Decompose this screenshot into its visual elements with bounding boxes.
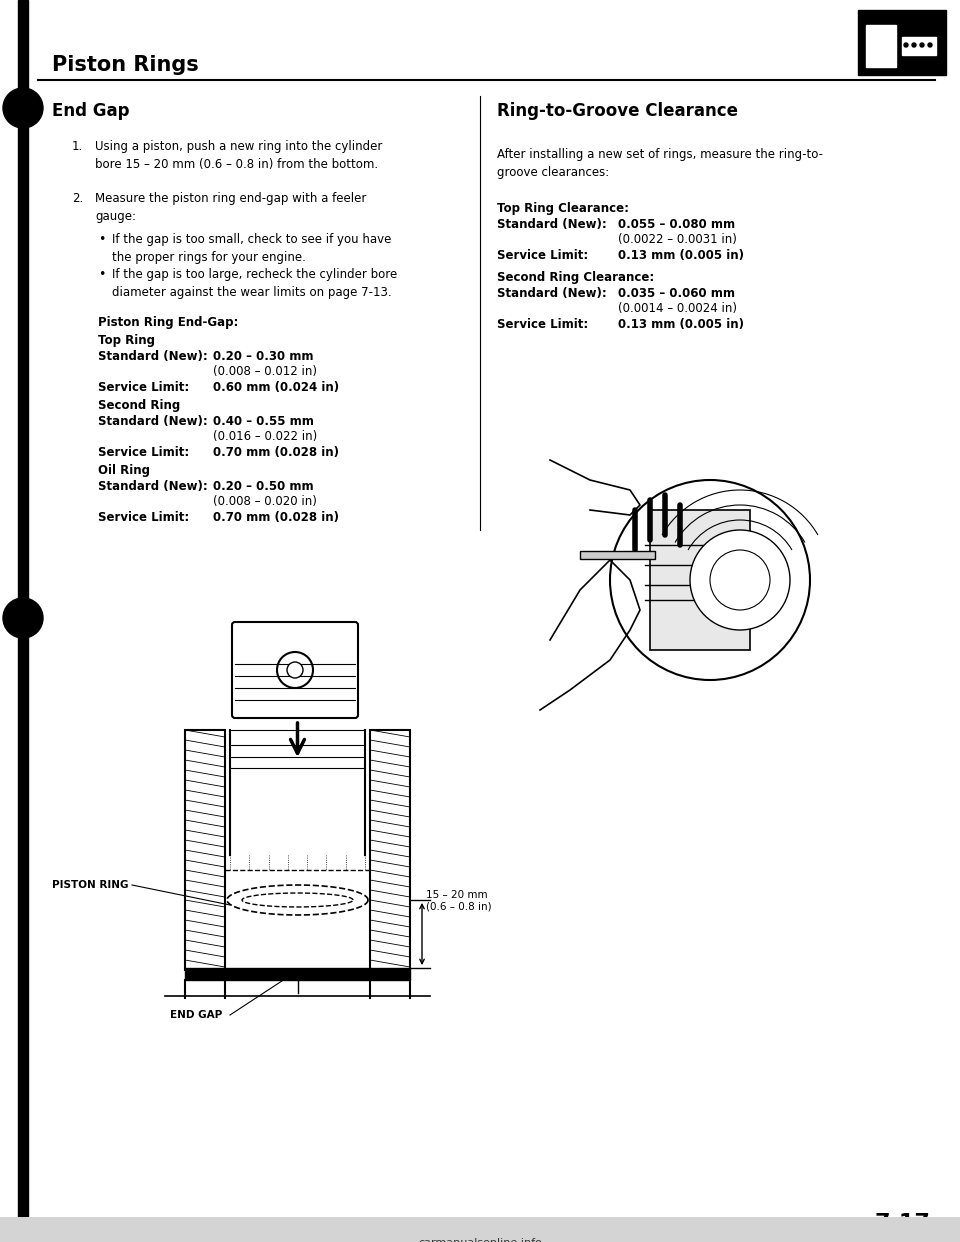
Circle shape bbox=[920, 43, 924, 47]
Circle shape bbox=[690, 530, 790, 630]
Text: 0.40 – 0.55 mm: 0.40 – 0.55 mm bbox=[213, 415, 314, 428]
Text: (0.016 – 0.022 in): (0.016 – 0.022 in) bbox=[213, 430, 317, 443]
Text: (0.0014 – 0.0024 in): (0.0014 – 0.0024 in) bbox=[618, 302, 737, 315]
Text: Standard (New):: Standard (New): bbox=[98, 479, 207, 493]
Text: 0.20 – 0.30 mm: 0.20 – 0.30 mm bbox=[213, 350, 314, 363]
Text: Service Limit:: Service Limit: bbox=[98, 381, 189, 394]
Circle shape bbox=[610, 479, 810, 681]
Text: (0.008 – 0.012 in): (0.008 – 0.012 in) bbox=[213, 365, 317, 378]
Text: Standard (New):: Standard (New): bbox=[98, 415, 207, 428]
Bar bbox=[185, 730, 225, 970]
Text: 1.: 1. bbox=[72, 140, 84, 153]
Circle shape bbox=[928, 43, 932, 47]
Text: carmanualsonline.info: carmanualsonline.info bbox=[418, 1238, 542, 1242]
Text: Second Ring: Second Ring bbox=[98, 399, 180, 412]
Text: Standard (New):: Standard (New): bbox=[497, 287, 607, 301]
Text: 0.13 mm (0.005 in): 0.13 mm (0.005 in) bbox=[618, 248, 744, 262]
Text: Using a piston, push a new ring into the cylinder
bore 15 – 20 mm (0.6 – 0.8 in): Using a piston, push a new ring into the… bbox=[95, 140, 382, 171]
Text: www.carmanualsonline.info: www.carmanualsonline.info bbox=[38, 1222, 173, 1232]
Text: Second Ring Clearance:: Second Ring Clearance: bbox=[497, 271, 655, 284]
Text: Service Limit:: Service Limit: bbox=[497, 248, 588, 262]
Text: (0.0022 – 0.0031 in): (0.0022 – 0.0031 in) bbox=[618, 233, 737, 246]
Text: After installing a new set of rings, measure the ring-to-
groove clearances:: After installing a new set of rings, mea… bbox=[497, 148, 823, 179]
Bar bbox=[902, 37, 936, 55]
Circle shape bbox=[710, 550, 770, 610]
Text: 0.60 mm (0.024 in): 0.60 mm (0.024 in) bbox=[213, 381, 339, 394]
Text: Standard (New):: Standard (New): bbox=[497, 219, 607, 231]
Bar bbox=[580, 551, 655, 559]
Bar bbox=[18, 0, 28, 1242]
Text: 0.70 mm (0.028 in): 0.70 mm (0.028 in) bbox=[213, 446, 339, 460]
Circle shape bbox=[904, 43, 908, 47]
Text: 15 – 20 mm
(0.6 – 0.8 in): 15 – 20 mm (0.6 – 0.8 in) bbox=[426, 891, 492, 912]
FancyBboxPatch shape bbox=[232, 622, 358, 718]
Text: Service Limit:: Service Limit: bbox=[497, 318, 588, 332]
Text: 0.13 mm (0.005 in): 0.13 mm (0.005 in) bbox=[618, 318, 744, 332]
Text: Service Limit:: Service Limit: bbox=[98, 446, 189, 460]
Text: 0.035 – 0.060 mm: 0.035 – 0.060 mm bbox=[618, 287, 735, 301]
Bar bbox=[0, 1217, 960, 1242]
Text: Service Limit:: Service Limit: bbox=[98, 510, 189, 524]
Text: (0.008 – 0.020 in): (0.008 – 0.020 in) bbox=[213, 496, 317, 508]
Bar bbox=[185, 968, 410, 980]
Text: Top Ring Clearance:: Top Ring Clearance: bbox=[497, 202, 629, 215]
Bar bbox=[650, 510, 750, 650]
Text: End Gap: End Gap bbox=[52, 102, 130, 120]
Circle shape bbox=[3, 597, 43, 638]
Text: Piston Ring End-Gap:: Piston Ring End-Gap: bbox=[98, 315, 238, 329]
Text: Measure the piston ring end-gap with a feeler
gauge:: Measure the piston ring end-gap with a f… bbox=[95, 193, 367, 224]
Bar bbox=[866, 25, 896, 67]
Circle shape bbox=[277, 652, 313, 688]
Circle shape bbox=[3, 88, 43, 128]
Circle shape bbox=[912, 43, 916, 47]
Text: Piston Rings: Piston Rings bbox=[52, 55, 199, 75]
Text: 0.20 – 0.50 mm: 0.20 – 0.50 mm bbox=[213, 479, 314, 493]
Text: 0.70 mm (0.028 in): 0.70 mm (0.028 in) bbox=[213, 510, 339, 524]
Text: Ring-to-Groove Clearance: Ring-to-Groove Clearance bbox=[497, 102, 738, 120]
Text: Top Ring: Top Ring bbox=[98, 334, 155, 347]
Text: 7-17: 7-17 bbox=[875, 1213, 931, 1233]
Text: If the gap is too small, check to see if you have
the proper rings for your engi: If the gap is too small, check to see if… bbox=[112, 233, 392, 265]
Text: •: • bbox=[98, 268, 106, 281]
Text: END GAP: END GAP bbox=[170, 1010, 223, 1020]
Text: Standard (New):: Standard (New): bbox=[98, 350, 207, 363]
Text: •: • bbox=[98, 233, 106, 246]
Bar bbox=[858, 10, 946, 75]
Text: Oil Ring: Oil Ring bbox=[98, 465, 150, 477]
Text: PISTON RING: PISTON RING bbox=[52, 881, 129, 891]
Circle shape bbox=[287, 662, 303, 678]
Text: If the gap is too large, recheck the cylinder bore
diameter against the wear lim: If the gap is too large, recheck the cyl… bbox=[112, 268, 397, 299]
Text: 0.055 – 0.080 mm: 0.055 – 0.080 mm bbox=[618, 219, 735, 231]
Bar bbox=[370, 730, 410, 970]
Text: 2.: 2. bbox=[72, 193, 84, 205]
